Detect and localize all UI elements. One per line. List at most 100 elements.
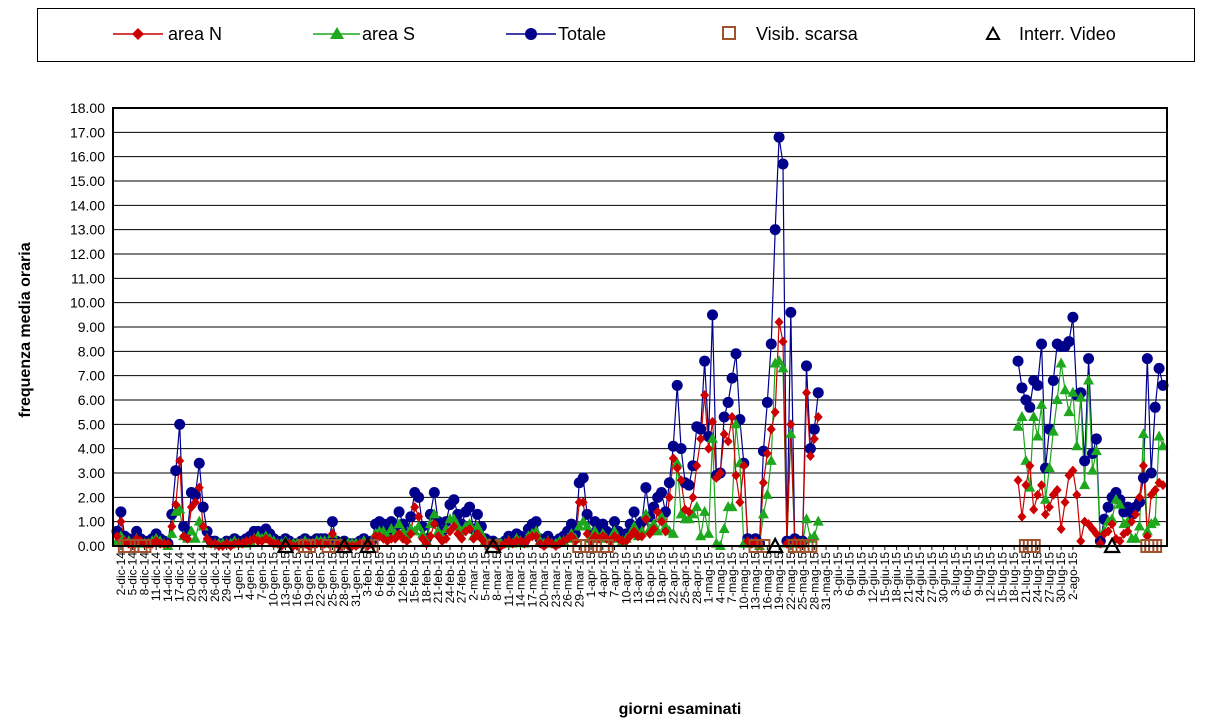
data-point-area-n (1138, 460, 1148, 471)
data-point-area-n (190, 497, 200, 508)
data-point-totale (761, 396, 773, 408)
x-tick-label: 23-dic-14 (196, 552, 210, 602)
data-point-area-n (441, 533, 451, 544)
data-point-area-n (668, 453, 678, 464)
data-point-area-n (649, 523, 659, 534)
data-point-area-s (757, 508, 769, 519)
data-point-area-s (1157, 440, 1169, 451)
data-point-totale (1032, 379, 1044, 391)
data-point-area-s (189, 532, 201, 543)
data-point-totale (1067, 311, 1079, 323)
data-point-area-s (730, 418, 742, 429)
data-point-area-n (660, 526, 670, 537)
square-icon (722, 26, 736, 40)
circle-icon (525, 28, 537, 40)
x-tick-label: 2-dic-14 (114, 552, 128, 596)
data-point-totale (663, 477, 675, 489)
data-point-totale (804, 443, 816, 455)
x-tick-label: 17-mar-15 (525, 552, 539, 608)
data-point-area-n (719, 429, 729, 440)
data-point-area-n (167, 521, 177, 532)
x-tick-label: 30-giu-15 (937, 552, 951, 603)
x-tick-label: 9-feb-15 (384, 552, 398, 597)
data-point-area-s (656, 510, 668, 521)
data-point-area-n (414, 511, 424, 522)
y-tick-label: 7.00 (78, 368, 105, 384)
data-point-area-s (703, 527, 715, 538)
x-tick-label: 31-mag-15 (819, 552, 833, 610)
x-tick-label: 10-mag-15 (737, 552, 751, 610)
x-tick-label: 6-feb-15 (372, 552, 386, 597)
data-point-area-s (1083, 374, 1095, 385)
data-point-area-n (758, 477, 768, 488)
data-point-totale (326, 516, 338, 528)
data-point-area-n (770, 407, 780, 418)
legend-label-area-n: area N (168, 24, 222, 44)
data-point-area-n (672, 463, 682, 474)
data-point-area-n (778, 336, 788, 347)
x-tick-label: 8-mar-15 (490, 552, 504, 601)
data-point-area-s (1075, 391, 1087, 402)
data-point-area-s (609, 525, 621, 536)
data-point-area-s (687, 508, 699, 519)
data-point-totale (699, 355, 711, 367)
x-tick-label: 12-lug-15 (984, 552, 998, 603)
legend: area N area S Totale Visib. scarsa Inter… (113, 24, 1116, 44)
data-point-area-n (664, 492, 674, 503)
data-point-totale (174, 418, 186, 430)
x-tick-label: 3-feb-15 (361, 552, 375, 597)
y-tick-label: 11.00 (71, 270, 105, 286)
data-point-area-s (1024, 481, 1036, 492)
legend-label-visib-scarsa: Visib. scarsa (756, 24, 859, 44)
x-tick-label: 2-ago-15 (1066, 552, 1080, 600)
data-point-totale (197, 501, 209, 513)
data-point-area-n (684, 506, 694, 517)
data-point-totale (1102, 501, 1114, 513)
data-point-area-s (1043, 462, 1055, 473)
series-markers (111, 131, 1169, 551)
data-point-area-s (413, 520, 425, 531)
data-point-area-n (1021, 480, 1031, 491)
x-tick-label: 7-apr-15 (608, 552, 622, 598)
data-point-area-n (504, 536, 514, 547)
data-point-area-n (171, 499, 181, 510)
data-point-area-s (1028, 411, 1040, 422)
data-point-area-s (691, 501, 703, 512)
data-point-area-s (1016, 411, 1028, 422)
data-point-area-n (198, 521, 208, 532)
data-point-area-s (761, 488, 773, 499)
data-point-totale (695, 423, 707, 435)
data-point-totale (628, 506, 640, 518)
data-point-area-n (582, 528, 592, 539)
x-tick-label: 21-lug-15 (1019, 552, 1033, 603)
data-point-totale (1016, 382, 1028, 394)
x-tick-label: 11-dic-14 (149, 552, 163, 601)
x-tick-labels: 2-dic-145-dic-148-dic-1411-dic-1414-dic-… (114, 546, 1080, 610)
data-point-area-s (1012, 420, 1024, 431)
data-point-area-s (785, 428, 797, 439)
data-point-area-n (1131, 509, 1141, 520)
data-point-totale (405, 511, 417, 523)
data-point-totale (393, 506, 405, 518)
data-point-totale (769, 224, 781, 236)
x-tick-label: 29-mar-15 (572, 552, 586, 608)
data-point-area-n (676, 475, 686, 486)
data-point-area-s (1149, 515, 1161, 526)
x-tick-label: 16-apr-15 (643, 552, 657, 604)
y-tick-label: 12.00 (70, 246, 105, 262)
x-tick-label: 7-mag-15 (725, 552, 739, 604)
y-tick-label: 8.00 (78, 343, 105, 359)
data-point-totale (726, 372, 738, 384)
series-lines (116, 137, 1164, 548)
x-tick-label: 1-mag-15 (702, 552, 716, 604)
series-line (116, 137, 819, 546)
data-point-area-n (692, 460, 702, 471)
data-point-area-n (449, 521, 459, 532)
data-point-area-s (765, 454, 777, 465)
x-tick-label: 15-feb-15 (408, 552, 422, 604)
data-point-area-n (727, 412, 737, 423)
data-point-area-n (1076, 536, 1086, 547)
data-point-totale (1145, 467, 1157, 479)
data-point-totale (773, 131, 785, 143)
data-point-area-n (688, 492, 698, 503)
